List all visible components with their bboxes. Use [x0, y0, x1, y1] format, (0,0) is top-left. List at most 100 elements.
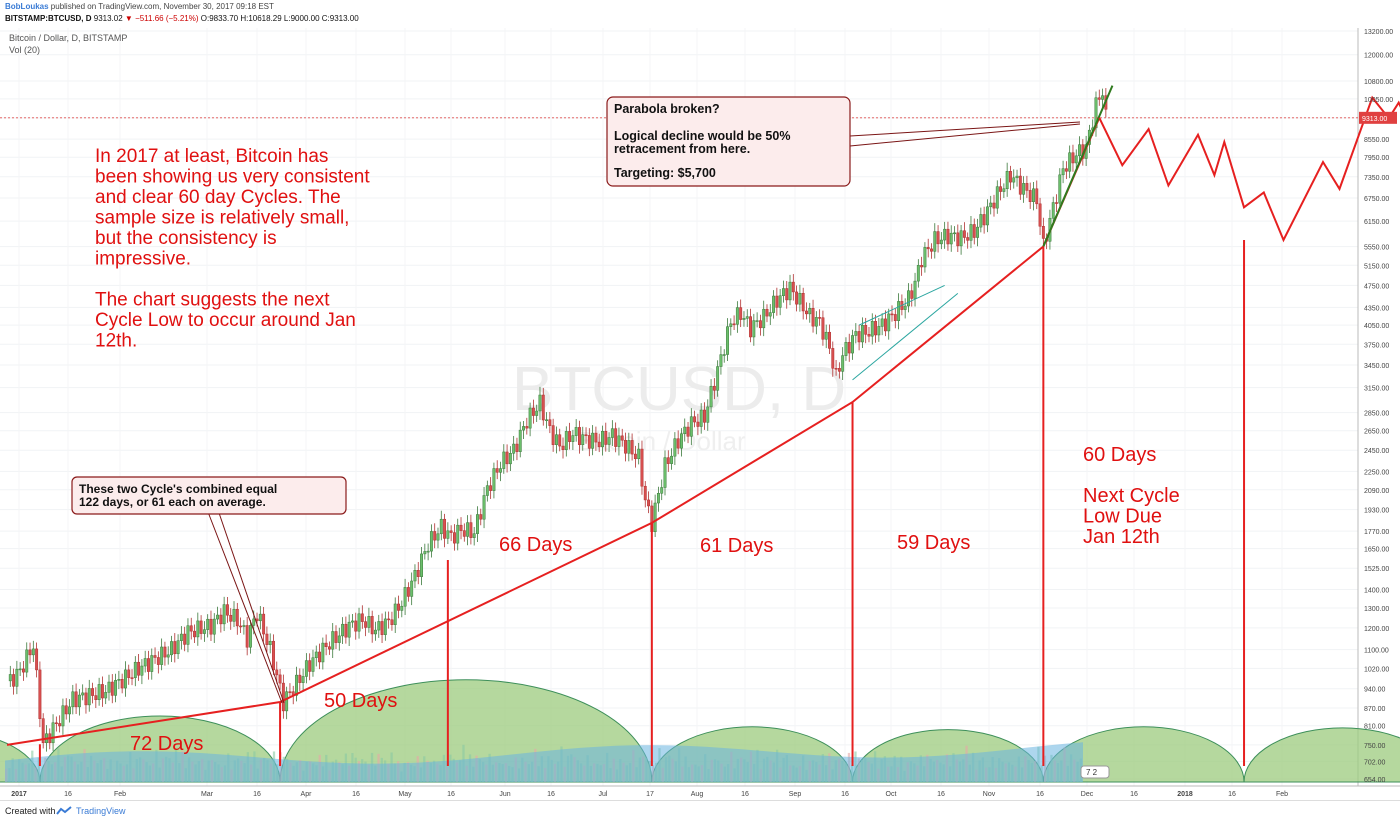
time-tick-label: Apr: [301, 791, 313, 798]
candle-body: [189, 625, 193, 632]
candle-body: [35, 648, 39, 671]
candle-body: [459, 524, 463, 531]
publish-header: BobLoukas published on TradingView.com, …: [0, 0, 1400, 28]
candle-body: [811, 307, 815, 327]
candle-body: [298, 674, 302, 683]
candle-body: [304, 660, 308, 677]
candle-body: [64, 705, 68, 715]
candle-body: [383, 618, 387, 635]
candle-body: [699, 409, 703, 427]
candle-body: [357, 613, 361, 632]
candle-body: [443, 518, 447, 539]
commentary-line: but the consistency is: [95, 228, 277, 249]
candle-body: [857, 331, 861, 343]
candle-body: [883, 318, 887, 332]
candle-body: [666, 457, 670, 464]
candle-body: [1097, 97, 1101, 100]
candle-body: [334, 631, 338, 643]
candle-body: [318, 651, 322, 663]
tradingview-logo-icon: [56, 806, 72, 815]
candle-body: [686, 426, 690, 437]
candle-body: [680, 433, 683, 449]
candle-body: [25, 649, 29, 673]
candle-body: [469, 522, 473, 538]
candle-body: [627, 440, 631, 454]
candle-body: [235, 608, 239, 627]
candle-body: [308, 660, 312, 672]
candle-body: [150, 655, 154, 672]
candle-body: [752, 320, 756, 338]
wedge-upper-line: [858, 284, 945, 326]
publish-line: BobLoukas published on TradingView.com, …: [5, 2, 274, 11]
tradingview-link[interactable]: TradingView: [76, 806, 126, 816]
parabola-callout-text: Logical decline would be 50%: [614, 129, 790, 143]
time-tick-label: 16: [937, 791, 945, 798]
candle-body: [670, 455, 674, 464]
candle-body: [571, 435, 575, 442]
candle-body: [311, 657, 315, 672]
time-tick-label: Sep: [789, 791, 802, 798]
candle-body: [778, 295, 782, 308]
candle-body: [397, 603, 400, 611]
price-tick-label: 12000.00: [1364, 53, 1393, 60]
candle-body: [429, 531, 433, 552]
candle-body: [712, 385, 716, 391]
candle-body: [104, 692, 108, 699]
candle-body: [591, 432, 595, 449]
candle-body: [262, 613, 266, 635]
candle-body: [528, 407, 532, 429]
footer: Created with TradingView: [0, 800, 1400, 823]
candle-body: [545, 419, 549, 421]
candle-body: [735, 307, 739, 325]
candle-body: [1035, 188, 1039, 205]
candle-body: [923, 247, 927, 268]
price-tick-label: 1020.00: [1364, 666, 1389, 673]
price-tick-label: 2850.00: [1364, 411, 1389, 418]
candle-body: [502, 451, 506, 469]
candle-body: [1078, 144, 1081, 157]
price-tick-label: 1930.00: [1364, 508, 1389, 515]
candle-body: [97, 684, 101, 700]
candle-body: [68, 706, 71, 715]
candle-body: [910, 290, 914, 299]
volume-ma-area: [5, 742, 1083, 782]
candle-body: [597, 441, 601, 448]
candle-body: [749, 316, 752, 338]
candle-body: [285, 691, 289, 712]
commentary-line: impressive.: [95, 249, 191, 270]
parabola-trendline: [1042, 85, 1114, 247]
change-text: −511.66 (−5.21%): [135, 14, 199, 23]
volume-bars: [5, 742, 1083, 782]
candle-body: [163, 646, 167, 658]
candle-body: [824, 331, 828, 340]
commentary-line: In 2017 at least, Bitcoin has: [95, 146, 328, 167]
candle-body: [84, 692, 88, 706]
candle-body: [81, 692, 85, 696]
candle-body: [482, 495, 486, 520]
candle-body: [946, 228, 950, 245]
candle-body: [173, 641, 177, 655]
candle-body: [31, 648, 35, 656]
candle-body: [143, 658, 147, 667]
candle-body: [739, 307, 743, 320]
candle-body: [245, 625, 249, 648]
candle-body: [166, 654, 170, 658]
next-cycle-text: Low Due: [1083, 506, 1162, 528]
event-flags[interactable]: [1080, 765, 1110, 779]
time-tick-label: Feb: [1276, 791, 1288, 798]
time-tick-label: 16: [1130, 791, 1138, 798]
price-tick-label: 940.00: [1364, 687, 1386, 694]
candle-body: [604, 430, 608, 445]
candle-body: [821, 317, 825, 340]
price-tick-label: 3150.00: [1364, 386, 1389, 393]
candle-body: [117, 679, 121, 681]
candle-body: [1025, 183, 1029, 191]
candle-body: [331, 631, 335, 650]
candle-body: [620, 435, 624, 441]
author-link[interactable]: BobLoukas: [5, 2, 49, 11]
candle-body: [51, 722, 55, 744]
price-tick-label: 1100.00: [1364, 648, 1389, 655]
price-tick-label: 6150.00: [1364, 219, 1389, 226]
candle-body: [633, 453, 637, 460]
